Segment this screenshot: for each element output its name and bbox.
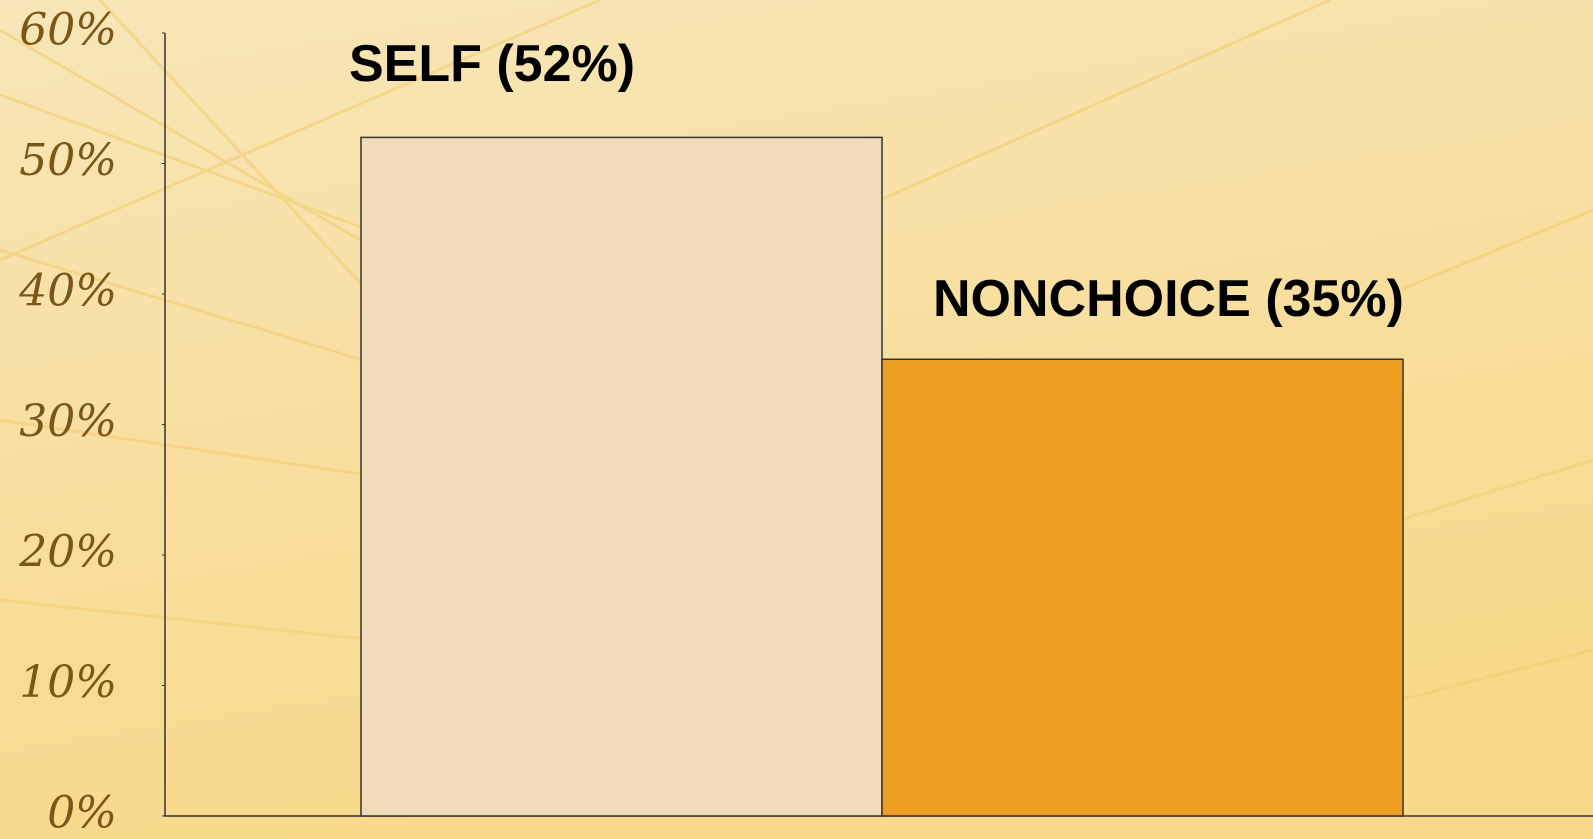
- y-tick-label: 0%: [47, 788, 117, 839]
- y-tick-label: 50%: [19, 135, 117, 186]
- bar: [881, 358, 1404, 817]
- y-tick-label: 20%: [18, 527, 117, 578]
- data-label: SELF (52%): [349, 35, 635, 93]
- bar: [360, 136, 883, 817]
- y-tick-label: 10%: [19, 657, 117, 708]
- data-label: NONCHOICE (35%): [933, 270, 1404, 328]
- y-tick-label: 30%: [19, 396, 117, 447]
- y-tick-label: 60%: [19, 5, 117, 56]
- y-tick-label: 40%: [18, 266, 117, 317]
